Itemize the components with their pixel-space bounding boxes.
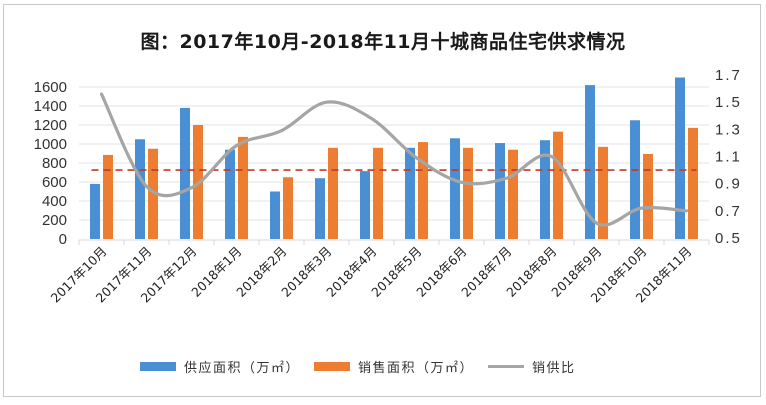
bar-sales <box>508 149 518 239</box>
bar-supply <box>495 143 505 239</box>
y-axis-left-tick: 800 <box>42 155 67 172</box>
bar-sales <box>598 146 608 239</box>
y-axis-right-tick: 0.7 <box>715 203 742 220</box>
legend-item-sales: 销售面积（万㎡） <box>314 357 474 376</box>
bar-supply <box>360 171 370 239</box>
y-axis-right-tick: 1.3 <box>715 121 742 138</box>
legend-swatch-sales <box>314 362 351 371</box>
bar-sales <box>283 177 293 239</box>
bar-sales <box>373 147 383 239</box>
bar-sales <box>328 147 338 239</box>
bar-supply <box>180 107 190 240</box>
y-axis-left-tick: 0 <box>59 231 67 248</box>
bar-sales <box>103 154 113 239</box>
bar-supply <box>405 147 415 239</box>
y-axis-right-tick: 0.9 <box>715 176 742 193</box>
bar-supply <box>225 149 235 239</box>
bar-sales <box>643 153 653 239</box>
bar-supply <box>585 85 595 239</box>
y-axis-right-tick: 1.1 <box>715 149 742 166</box>
bar-sales <box>688 127 698 239</box>
y-axis-left-tick: 600 <box>42 174 67 191</box>
y-axis-left-tick: 1000 <box>34 136 67 153</box>
chart-legend: 供应面积（万㎡） 销售面积（万㎡） 销供比 <box>140 357 590 376</box>
bar-supply <box>135 139 145 239</box>
y-axis-right-tick: 1.7 <box>715 67 742 84</box>
legend-item-ratio: 销供比 <box>488 357 576 376</box>
bar-supply <box>630 120 640 239</box>
bar-sales <box>463 147 473 239</box>
bar-supply <box>675 77 685 239</box>
y-axis-left-tick: 400 <box>42 193 67 210</box>
bar-sales <box>148 148 158 239</box>
bar-supply <box>540 140 550 239</box>
bar-sales <box>553 131 563 239</box>
bar-supply <box>90 183 100 239</box>
bar-supply <box>270 191 280 239</box>
y-axis-left-tick: 1200 <box>34 117 67 134</box>
y-axis-left-tick: 1600 <box>34 79 67 96</box>
legend-label-sales: 销售面积（万㎡） <box>358 361 475 376</box>
bar-supply <box>315 178 325 239</box>
bar-supply <box>450 138 460 239</box>
y-axis-right-tick: 0.5 <box>715 230 742 247</box>
y-axis-right-tick: 1.5 <box>715 94 742 111</box>
bar-sales <box>418 142 428 239</box>
legend-label-ratio: 销供比 <box>532 361 576 376</box>
legend-swatch-ratio <box>488 365 525 368</box>
ratio-line <box>99 92 689 227</box>
y-axis-left-tick: 200 <box>42 212 67 229</box>
y-axis-left-tick: 1400 <box>34 98 67 115</box>
legend-swatch-supply <box>140 362 176 371</box>
legend-label-supply: 供应面积（万㎡） <box>184 361 301 376</box>
chart-title: 图：2017年10月-2018年11月十城商品住宅供求情况 <box>140 31 626 53</box>
bar-sales <box>238 136 248 239</box>
legend-item-supply: 供应面积（万㎡） <box>140 357 300 376</box>
